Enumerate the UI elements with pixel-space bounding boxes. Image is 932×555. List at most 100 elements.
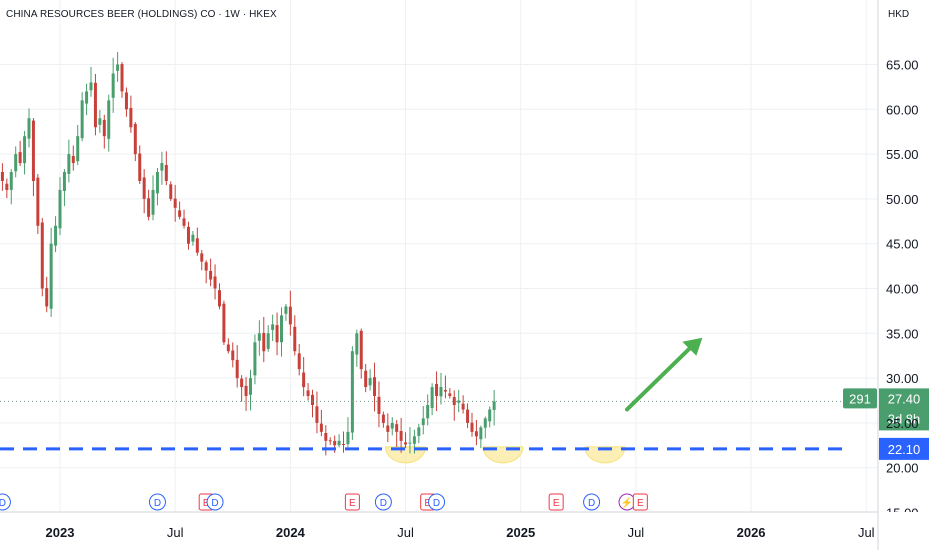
candle-body (217, 290, 221, 307)
overlays: 291 27.40 3d 8h 22.10 (0, 337, 929, 460)
candle-body (306, 390, 310, 397)
candle-body (368, 378, 372, 386)
candle-body (23, 136, 27, 164)
candle-body (191, 234, 195, 242)
y-tick-label: 35.00 (886, 326, 919, 341)
event-marker-glyph: D (0, 498, 6, 509)
currency-label[interactable]: HKD (888, 9, 910, 20)
grid-lines (0, 0, 878, 513)
candle-body (93, 82, 97, 128)
candle-body (280, 315, 283, 343)
candle-body (315, 406, 319, 423)
candle-body (40, 222, 44, 289)
candle-body (58, 189, 62, 229)
candle-body (18, 152, 22, 164)
candle-body (271, 324, 275, 330)
earnings-marker[interactable]: E (344, 493, 360, 511)
candle-body (36, 177, 40, 226)
candle-body (195, 238, 199, 253)
candle-body (293, 326, 297, 352)
candle-body (359, 330, 363, 370)
earnings-marker[interactable]: E (548, 493, 564, 511)
dividend-marker[interactable]: D (206, 493, 224, 511)
candle-body (288, 306, 292, 325)
candle-body (248, 378, 252, 395)
dividend-icon (0, 493, 11, 511)
candle-body (226, 344, 230, 352)
dividend-marker[interactable]: D (428, 493, 446, 511)
event-marker-glyph: E (637, 498, 644, 509)
x-axis-band (0, 512, 932, 550)
event-marker-glyph: E (349, 498, 356, 509)
candle-body (231, 350, 235, 361)
dividend-marker[interactable]: D (148, 493, 166, 511)
bottom-highlight (584, 446, 626, 464)
candle-body (182, 218, 186, 226)
x-tick-label: 2026 (737, 525, 766, 540)
candle-body (107, 100, 111, 139)
bottom-highlight (385, 446, 427, 464)
candle-body (120, 64, 124, 92)
dividend-marker[interactable]: D (583, 493, 601, 511)
candle-body (71, 155, 75, 164)
candle-body (138, 153, 142, 181)
candle-body (452, 397, 456, 405)
candle-body (448, 393, 452, 397)
candle-body (466, 409, 470, 423)
candle-body (186, 226, 190, 244)
candle-body (14, 154, 18, 172)
dividend-marker[interactable]: D (0, 493, 11, 511)
candle-body (457, 400, 461, 403)
candle-body (151, 189, 155, 215)
candle-body (173, 198, 177, 208)
candle-body (443, 390, 447, 392)
event-marker-glyph: D (211, 498, 218, 509)
bottom-highlights (385, 446, 626, 464)
candle-body (364, 370, 368, 388)
candle-body (284, 306, 288, 314)
candle-body (421, 418, 425, 426)
x-tick-label: 2025 (506, 525, 535, 540)
candle-body (133, 123, 137, 155)
x-tick-label: 2023 (46, 525, 75, 540)
event-markers[interactable]: D D E D E D E D E D ⚡ E (0, 493, 648, 511)
y-tick-label: 55.00 (886, 147, 919, 162)
y-tick-label: 60.00 (886, 102, 919, 117)
candle-body (297, 353, 301, 370)
dividend-icon (583, 493, 601, 511)
candle-body (461, 403, 465, 410)
candle-body (426, 404, 430, 419)
candle-body (147, 198, 151, 217)
candle-body (62, 172, 66, 192)
candle-body (9, 172, 13, 190)
candle-body (417, 427, 421, 436)
earnings-marker[interactable]: E (632, 493, 648, 511)
candle-body (89, 82, 93, 91)
candle-body (439, 387, 443, 397)
candle-body (342, 443, 346, 445)
current-price-badge (879, 388, 929, 431)
dividend-icon (428, 493, 446, 511)
dividend-marker[interactable]: D (374, 493, 392, 511)
candle-body (80, 100, 84, 139)
candles (0, 51, 496, 456)
candle-body (5, 183, 9, 190)
candle-body (54, 225, 58, 246)
earnings-icon (344, 493, 360, 511)
candle-body (333, 440, 337, 446)
candle-body (319, 423, 323, 432)
candle-body (395, 424, 399, 432)
event-marker-glyph: ⚡ (621, 496, 633, 509)
chart-title: CHINA RESOURCES BEER (HOLDINGS) CO · 1W … (6, 9, 277, 20)
candle-body (102, 119, 106, 137)
candle-body (45, 288, 49, 307)
y-tick-label: 30.00 (886, 371, 919, 386)
candle-body (373, 377, 377, 397)
y-tick-label: 50.00 (886, 192, 919, 207)
candle-body (328, 440, 332, 442)
candle-body (155, 172, 159, 194)
split-marker[interactable]: ⚡ (618, 493, 636, 511)
candle-body (169, 184, 173, 199)
